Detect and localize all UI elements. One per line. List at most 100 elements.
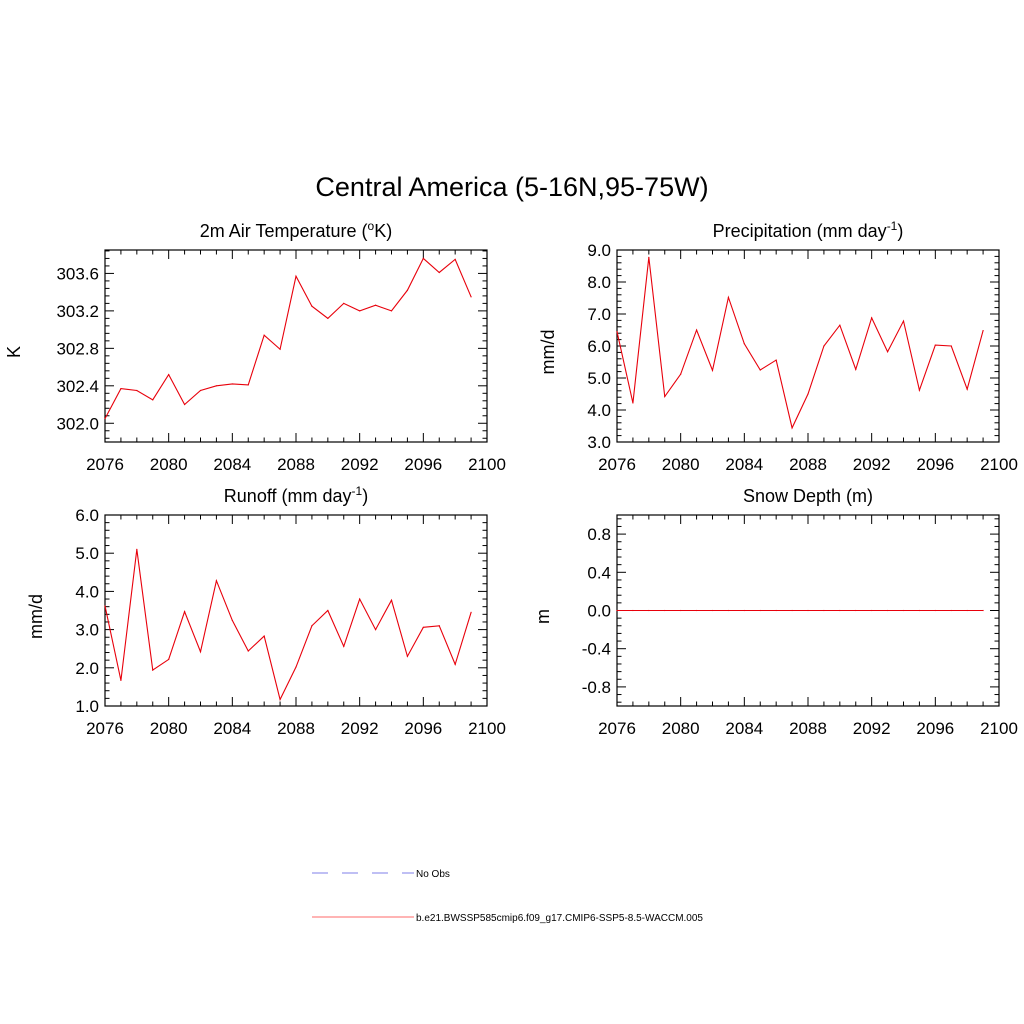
data-point	[711, 609, 714, 612]
x-tick-label: 2080	[150, 719, 188, 738]
x-tick-label: 2092	[853, 719, 891, 738]
data-point	[438, 625, 440, 627]
x-tick-label: 2076	[598, 455, 636, 474]
data-point	[648, 256, 650, 258]
y-tick-label: -0.4	[582, 640, 611, 659]
panel-title: 2m Air Temperature (oK)	[200, 219, 392, 241]
y-tick-label: 0.4	[587, 563, 611, 582]
data-point	[311, 305, 313, 307]
data-point	[231, 383, 233, 385]
data-point	[695, 329, 698, 331]
data-point	[886, 351, 889, 353]
data-point	[886, 609, 889, 612]
data-point	[327, 317, 329, 319]
data-point	[343, 645, 345, 648]
data-point	[295, 275, 297, 277]
y-tick-label: 7.0	[587, 305, 611, 324]
data-point	[664, 395, 666, 398]
y-axis-label: mm/d	[538, 330, 558, 375]
data-point	[918, 609, 921, 612]
data-point	[664, 609, 666, 612]
data-point	[406, 289, 409, 291]
panel-title-main: Snow Depth (m)	[743, 486, 873, 506]
panel-title: Precipitation (mm day-1)	[713, 219, 904, 241]
x-tick-label: 2080	[662, 719, 700, 738]
data-point	[343, 302, 345, 304]
panel-title: Runoff (mm day-1)	[224, 484, 368, 506]
data-point	[918, 389, 921, 391]
x-tick-label: 2092	[341, 455, 379, 474]
data-point	[823, 609, 825, 612]
x-tick-label: 2088	[277, 719, 315, 738]
data-point	[791, 427, 793, 429]
data-point	[632, 402, 634, 404]
y-tick-label: 5.0	[75, 544, 99, 563]
data-point	[775, 609, 777, 612]
panel-title-tail: K)	[374, 221, 392, 241]
y-tick-label: 0.8	[587, 525, 611, 544]
data-point	[168, 373, 170, 376]
y-axis-label: m	[533, 609, 553, 624]
data-point	[950, 609, 952, 612]
x-tick-label: 2076	[86, 455, 124, 474]
data-point	[871, 317, 873, 319]
data-point	[168, 658, 170, 660]
data-point	[982, 609, 984, 612]
y-tick-label: 302.8	[56, 339, 99, 358]
panel-title-superscript: o	[368, 219, 375, 233]
data-point	[374, 629, 377, 631]
data-point	[966, 388, 968, 390]
data-point	[327, 609, 329, 612]
y-tick-label: 3.0	[587, 433, 611, 452]
data-point	[902, 320, 905, 322]
data-point	[807, 393, 809, 395]
legend: No Obs b.e21.BWSSP585cmip6.f09_g17.CMIP6…	[312, 869, 703, 924]
data-point	[743, 609, 745, 612]
data-point	[632, 609, 634, 612]
x-tick-label: 2076	[86, 719, 124, 738]
figure-title: Central America (5-16N,95-75W)	[315, 172, 708, 202]
panel-title-main: Precipitation (mm day	[713, 221, 887, 241]
y-tick-label: 5.0	[587, 369, 611, 388]
data-point	[311, 625, 313, 627]
y-tick-label: 6.0	[587, 337, 611, 356]
data-point	[616, 609, 618, 612]
panel-title-main: 2m Air Temperature (	[200, 221, 368, 241]
y-tick-label: 9.0	[587, 241, 611, 260]
data-point	[839, 609, 841, 612]
data-point	[680, 373, 682, 375]
data-point	[279, 698, 281, 701]
x-tick-label: 2092	[853, 455, 891, 474]
data-point	[136, 389, 138, 392]
x-tick-label: 2100	[468, 719, 506, 738]
data-point	[390, 599, 393, 601]
x-tick-label: 2084	[213, 719, 251, 738]
y-tick-label: 2.0	[75, 659, 99, 678]
data-point	[120, 679, 122, 682]
y-tick-label: 0.0	[587, 602, 611, 621]
x-tick-label: 2076	[598, 719, 636, 738]
data-point	[470, 611, 472, 614]
data-point	[711, 369, 714, 371]
data-point	[934, 344, 936, 346]
data-point	[183, 611, 186, 613]
x-tick-label: 2100	[468, 455, 506, 474]
x-tick-label: 2084	[725, 455, 763, 474]
legend-model-label: b.e21.BWSSP585cmip6.f09_g17.CMIP6-SSP5-8…	[416, 913, 703, 924]
y-tick-label: 302.0	[56, 414, 99, 433]
data-point	[934, 609, 936, 612]
data-point	[263, 635, 265, 637]
data-point	[791, 609, 793, 612]
y-tick-label: 302.4	[56, 377, 99, 396]
data-point	[950, 345, 952, 347]
data-point	[680, 609, 682, 612]
y-tick-label: 6.0	[75, 506, 99, 525]
data-point	[759, 609, 761, 612]
data-point	[152, 399, 154, 401]
data-point	[616, 331, 618, 333]
data-point	[648, 609, 650, 612]
data-point	[454, 258, 456, 260]
data-point	[422, 626, 424, 628]
data-point	[104, 605, 106, 607]
data-point	[695, 609, 698, 612]
